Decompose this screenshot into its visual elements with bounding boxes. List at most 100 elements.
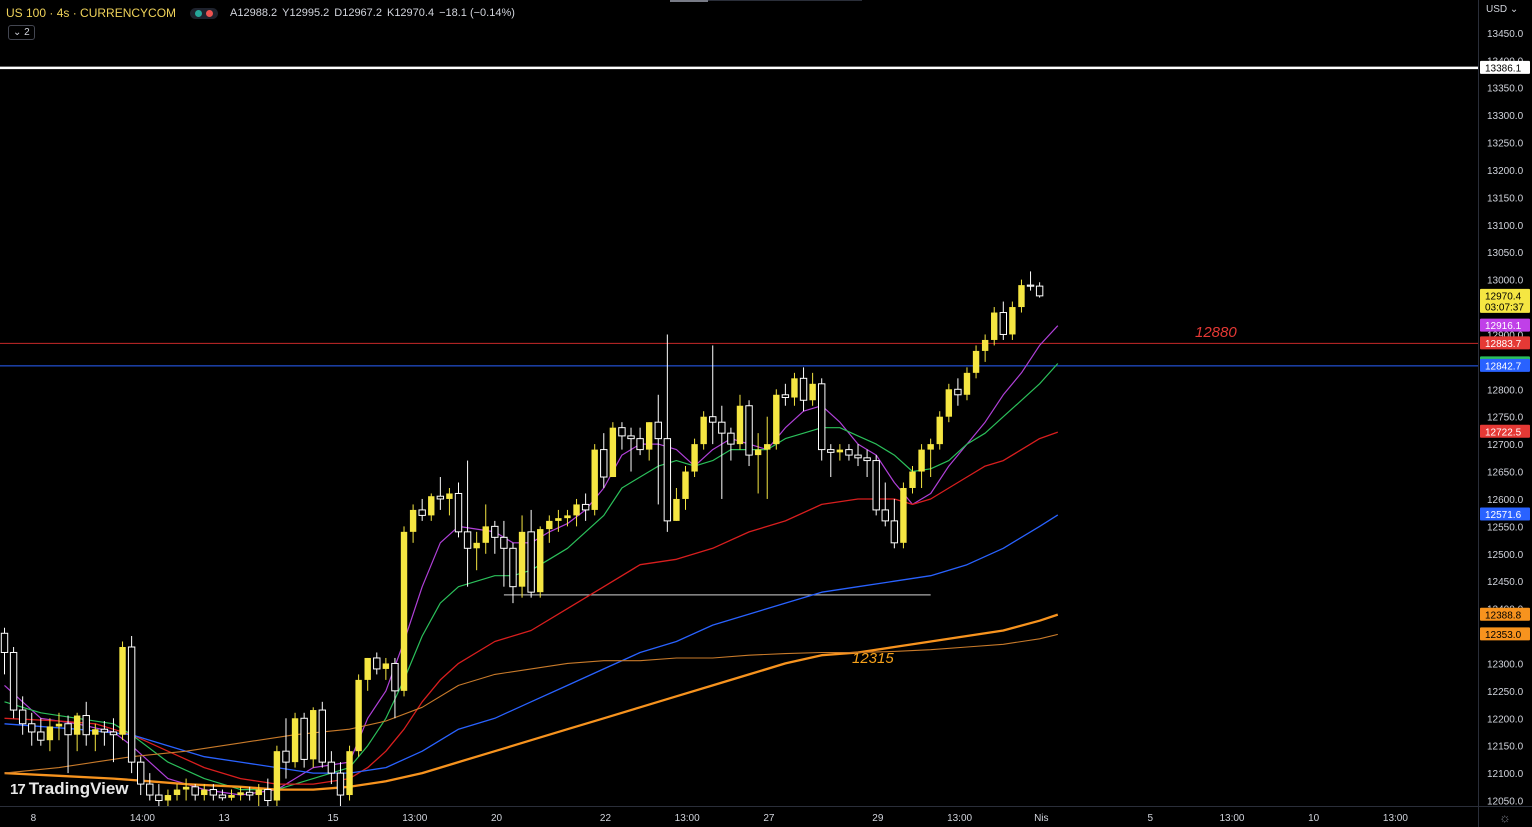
candle-body-bear — [709, 416, 717, 423]
candle-body-bull — [1009, 307, 1016, 335]
candle — [745, 400, 753, 467]
candle — [245, 786, 254, 801]
ohlc-high: Y12995.2 — [282, 7, 330, 19]
candle-body-bear — [618, 427, 626, 437]
time-axis[interactable]: 8 14:00 13 15 13:00 20 22 13:00 27 29 13:00 Nis 5 13:… — [0, 806, 1478, 827]
candle-body-bear — [436, 495, 445, 500]
time-tick-label: 29 — [872, 813, 884, 824]
candle — [845, 444, 853, 461]
candle — [209, 784, 218, 801]
tradingview-wordmark: TradingView — [28, 779, 129, 798]
price-tick-label: 13300.0 — [1487, 111, 1524, 122]
candle — [382, 657, 390, 680]
annotation-level-low[interactable]: 12315 — [852, 650, 894, 667]
price-badge-bg — [1480, 507, 1530, 521]
candle — [518, 515, 526, 598]
candle — [981, 334, 989, 362]
candle-body-bear — [491, 525, 499, 538]
time-tick-label: 22 — [600, 813, 612, 824]
candle-body-bull — [364, 657, 371, 680]
price-tick-label: 12900.0 — [1487, 330, 1524, 341]
moving-average-line-3 — [4, 431, 1059, 785]
candle — [618, 422, 626, 450]
candle-body-bull — [573, 504, 580, 516]
candle-body-bull — [836, 449, 844, 453]
candle — [46, 718, 54, 752]
candle — [900, 482, 907, 549]
candle-body-bull — [46, 726, 54, 741]
moving-average-line-5 — [4, 613, 1059, 791]
candle-body-bull — [645, 422, 653, 450]
price-badge-label: 12916.1 — [1485, 321, 1522, 332]
annotation-level-high[interactable]: 12880 — [1195, 324, 1237, 341]
candle-body-bull — [228, 795, 235, 798]
candle-body-bear — [827, 449, 835, 453]
candle-body-bull — [518, 531, 526, 587]
candle-body-bear — [155, 794, 163, 802]
top-scroll-thumb[interactable] — [670, 0, 708, 2]
time-tick-label: 13:00 — [947, 813, 972, 824]
tradingview-logo[interactable]: 17 TradingView — [10, 779, 129, 799]
time-axis-scale[interactable]: 8 14:00 13 15 13:00 20 22 13:00 27 29 13:00 Nis 5 13:… — [0, 807, 1478, 827]
symbol-title[interactable]: US 100 · 4s · CURRENCYCOM — [6, 6, 177, 20]
candle — [409, 504, 417, 543]
candle-body-bull — [237, 792, 244, 796]
market-status-pill[interactable] — [190, 7, 219, 19]
candle — [109, 718, 118, 763]
candle — [854, 444, 862, 467]
candle-body-bull — [900, 487, 907, 543]
candle — [945, 383, 953, 423]
candle-body-bull — [754, 449, 762, 456]
candle-body-bear — [245, 791, 254, 796]
price-tick-label: 12650.0 — [1487, 468, 1524, 479]
time-tick-label: 13:00 — [675, 813, 700, 824]
tradingview-logo-icon: 17 — [10, 780, 26, 798]
candle — [754, 433, 762, 494]
candle-body-bull — [691, 444, 698, 472]
candle-body-bull — [764, 444, 771, 450]
candle-body-bear — [463, 531, 472, 549]
candle — [100, 721, 109, 746]
time-tick-label: 27 — [763, 813, 775, 824]
candle — [9, 646, 18, 719]
currency-selector-button[interactable]: USD ⌄ — [1486, 4, 1519, 15]
price-tick-label: 12600.0 — [1487, 495, 1524, 506]
indicators-toggle-button[interactable]: ⌄ 2 — [8, 25, 35, 40]
price-axis[interactable]: 12050.0 12100.0 12150.0 12200.0 12250.0 12300… — [1478, 0, 1532, 806]
candle-body-bear — [391, 662, 399, 692]
candle — [182, 778, 190, 801]
symbol-legend: US 100 · 4s · CURRENCYCOM A12988.2 Y1299… — [6, 6, 520, 20]
candle — [473, 531, 480, 571]
candle-body-bear — [327, 761, 336, 774]
price-badge: 12353.0 — [1480, 627, 1530, 641]
chart-pane[interactable] — [0, 0, 1478, 806]
candle-body-bear — [300, 717, 308, 760]
candle-body-bear — [745, 405, 753, 456]
candle-body-bear — [64, 723, 72, 736]
candle — [573, 498, 580, 527]
candle-body-bear — [527, 531, 535, 593]
candle — [818, 378, 826, 461]
candle — [727, 427, 735, 461]
price-badge: 12388.8 — [1480, 607, 1530, 621]
candle — [18, 696, 27, 735]
price-badge-label: 12353.0 — [1485, 630, 1522, 641]
price-badge-label: 12883.7 — [1485, 339, 1522, 350]
price-tick-label: 12050.0 — [1487, 797, 1524, 806]
candle — [273, 745, 281, 806]
candle-body-bull — [1018, 285, 1025, 308]
price-axis-scale[interactable]: 12050.0 12100.0 12150.0 12200.0 12250.0 12300… — [1479, 0, 1532, 806]
candle — [373, 652, 381, 675]
price-chart[interactable] — [0, 0, 1478, 806]
candle-body-bear — [999, 312, 1007, 335]
price-badge-bg — [1480, 288, 1530, 313]
candle — [636, 427, 644, 456]
candle — [491, 520, 499, 554]
candle — [418, 498, 426, 521]
candle — [201, 784, 208, 801]
candle-body-bear — [28, 723, 36, 733]
candle — [645, 422, 653, 461]
candle — [0, 627, 9, 675]
candle-body-bull — [555, 518, 562, 521]
settings-gear-icon[interactable]: ☼ — [1499, 810, 1511, 825]
